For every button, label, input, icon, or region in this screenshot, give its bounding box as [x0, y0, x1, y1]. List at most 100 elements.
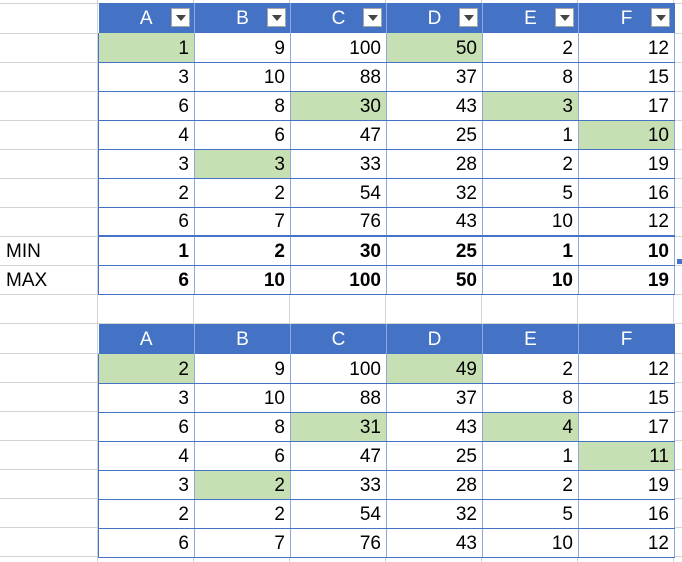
table-cell[interactable]: 4 — [482, 412, 579, 442]
table-cell[interactable]: 49 — [386, 354, 483, 384]
table-cell[interactable]: 16 — [578, 178, 675, 208]
table-cell[interactable]: 4 — [98, 120, 195, 150]
table-cell[interactable]: 1 — [98, 33, 195, 63]
min-row-cell[interactable]: 1 — [482, 235, 579, 266]
table-cell[interactable]: 12 — [578, 207, 675, 237]
table-cell[interactable]: 1 — [482, 120, 579, 150]
table-cell[interactable]: 100 — [290, 33, 387, 63]
table-cell[interactable]: 16 — [578, 499, 675, 529]
max-row-cell[interactable]: 6 — [98, 265, 195, 295]
column-header-e[interactable]: E — [482, 324, 579, 354]
table-cell[interactable]: 10 — [578, 120, 675, 150]
table-cell[interactable]: 10 — [194, 62, 291, 92]
filter-dropdown-icon[interactable] — [267, 8, 286, 27]
max-row-cell[interactable]: 100 — [290, 265, 387, 295]
table-cell[interactable]: 6 — [98, 412, 195, 442]
table-cell[interactable]: 3 — [98, 62, 195, 92]
table-cell[interactable]: 4 — [98, 441, 195, 471]
table-cell[interactable]: 17 — [578, 412, 675, 442]
table-cell[interactable]: 25 — [386, 441, 483, 471]
table-cell[interactable]: 54 — [290, 499, 387, 529]
table-cell[interactable]: 10 — [194, 383, 291, 413]
table-cell[interactable]: 6 — [194, 120, 291, 150]
table-cell[interactable]: 3 — [98, 149, 195, 179]
table-cell[interactable]: 2 — [482, 354, 579, 384]
table-cell[interactable]: 11 — [578, 441, 675, 471]
table-cell[interactable]: 8 — [194, 412, 291, 442]
table-cell[interactable]: 2 — [482, 470, 579, 500]
filter-dropdown-icon[interactable] — [363, 8, 382, 27]
table-cell[interactable]: 8 — [482, 62, 579, 92]
table-cell[interactable]: 6 — [98, 91, 195, 121]
table-cell[interactable]: 3 — [98, 470, 195, 500]
table-cell[interactable]: 8 — [482, 383, 579, 413]
column-header-e[interactable]: E — [482, 3, 579, 33]
table-cell[interactable]: 3 — [482, 91, 579, 121]
table-cell[interactable]: 30 — [290, 91, 387, 121]
table-cell[interactable]: 47 — [290, 120, 387, 150]
table-cell[interactable]: 28 — [386, 470, 483, 500]
table-cell[interactable]: 32 — [386, 499, 483, 529]
table-cell[interactable]: 43 — [386, 528, 483, 558]
table-cell[interactable]: 100 — [290, 354, 387, 384]
table-cell[interactable]: 2 — [194, 178, 291, 208]
table-cell[interactable]: 2 — [98, 499, 195, 529]
table-cell[interactable]: 5 — [482, 499, 579, 529]
min-row-cell[interactable]: 10 — [578, 235, 675, 266]
column-header-b[interactable]: B — [194, 3, 291, 33]
table-cell[interactable]: 25 — [386, 120, 483, 150]
column-header-f[interactable]: F — [578, 3, 675, 33]
table-cell[interactable]: 3 — [194, 149, 291, 179]
table-cell[interactable]: 2 — [482, 33, 579, 63]
table-cell[interactable]: 6 — [98, 207, 195, 237]
table-cell[interactable]: 32 — [386, 178, 483, 208]
table-cell[interactable]: 37 — [386, 62, 483, 92]
column-header-d[interactable]: D — [386, 3, 483, 33]
table-cell[interactable]: 10 — [482, 207, 579, 237]
table-cell[interactable]: 6 — [98, 528, 195, 558]
table-cell[interactable]: 2 — [98, 354, 195, 384]
table-cell[interactable]: 6 — [194, 441, 291, 471]
filter-dropdown-icon[interactable] — [459, 8, 478, 27]
table-cell[interactable]: 54 — [290, 178, 387, 208]
table-cell[interactable]: 43 — [386, 207, 483, 237]
max-row-cell[interactable]: 10 — [194, 265, 291, 295]
table-cell[interactable]: 2 — [194, 470, 291, 500]
max-row-cell[interactable]: 19 — [578, 265, 675, 295]
table-cell[interactable]: 33 — [290, 149, 387, 179]
table-cell[interactable]: 9 — [194, 354, 291, 384]
table-cell[interactable]: 1 — [482, 441, 579, 471]
table-cell[interactable]: 76 — [290, 528, 387, 558]
table-cell[interactable]: 47 — [290, 441, 387, 471]
min-row-cell[interactable]: 25 — [386, 235, 483, 266]
table-cell[interactable]: 7 — [194, 528, 291, 558]
table-cell[interactable]: 2 — [98, 178, 195, 208]
table-cell[interactable]: 5 — [482, 178, 579, 208]
min-row-cell[interactable]: 1 — [98, 235, 195, 266]
table-cell[interactable]: 8 — [194, 91, 291, 121]
table-cell[interactable]: 37 — [386, 383, 483, 413]
table-cell[interactable]: 2 — [194, 499, 291, 529]
column-header-c[interactable]: C — [290, 324, 387, 354]
table-cell[interactable]: 15 — [578, 62, 675, 92]
table-cell[interactable]: 9 — [194, 33, 291, 63]
table-resize-handle[interactable] — [676, 258, 682, 265]
column-header-d[interactable]: D — [386, 324, 483, 354]
table-cell[interactable]: 43 — [386, 412, 483, 442]
table-cell[interactable]: 19 — [578, 470, 675, 500]
column-header-b[interactable]: B — [194, 324, 291, 354]
table-cell[interactable]: 12 — [578, 528, 675, 558]
table-cell[interactable]: 2 — [482, 149, 579, 179]
table-cell[interactable]: 17 — [578, 91, 675, 121]
table-cell[interactable]: 15 — [578, 383, 675, 413]
table-cell[interactable]: 50 — [386, 33, 483, 63]
filter-dropdown-icon[interactable] — [171, 8, 190, 27]
min-row-cell[interactable]: 30 — [290, 235, 387, 266]
table-cell[interactable]: 7 — [194, 207, 291, 237]
max-row-cell[interactable]: 50 — [386, 265, 483, 295]
table-cell[interactable]: 43 — [386, 91, 483, 121]
table-cell[interactable]: 12 — [578, 354, 675, 384]
max-row-cell[interactable]: 10 — [482, 265, 579, 295]
table-cell[interactable]: 76 — [290, 207, 387, 237]
